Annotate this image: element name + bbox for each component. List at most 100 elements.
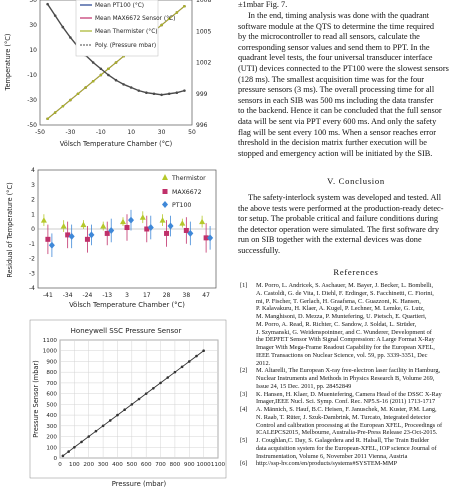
references-heading: References xyxy=(333,267,379,277)
fig1-ytick-label: 50 xyxy=(29,0,37,4)
fig1-y2tick-label: 1008 xyxy=(196,0,211,4)
para1-line: sensors in each SIB was 500 ms including… xyxy=(238,95,434,105)
reference-line: J. Szymanski, G. Weidenspointner, and C.… xyxy=(240,329,474,337)
fig1-ytick-label: 10 xyxy=(29,47,37,54)
fig1-xtick-label: -50 xyxy=(35,129,45,136)
reference-line: P. Kalavakuru, H. Klaer, A. Kugel, P. Le… xyxy=(240,305,474,313)
reference-line: mi, P. Fischer, T. Gerlach, H. Graafsma,… xyxy=(240,298,474,306)
fig1-xtick-label: 30 xyxy=(158,129,166,136)
fig3-xtick-label: 1000 xyxy=(197,462,212,468)
reference-line: Issue 24, 15 Dec. 2011, pp. 28452849 xyxy=(240,383,474,391)
fig3-data-point xyxy=(187,360,191,363)
para1-line: data will be sent via PPT every 600 ms. … xyxy=(238,116,437,126)
legend-pt100: Mean PT100 (°C) xyxy=(95,3,144,9)
fig2-thermistor-point xyxy=(80,221,87,228)
reference-line: [2] M. Altarelli, The European X-ray free… xyxy=(240,367,474,375)
legend-pressure: Poly. (Pressure mbar) xyxy=(95,43,156,49)
reference-text: J. Coughlan,C. Day, S. Galagedera and R.… xyxy=(256,437,430,444)
fig1-y2tick-label: 999 xyxy=(196,91,208,98)
fig1-data-point xyxy=(175,91,179,95)
fig2-xtick-label: -24 xyxy=(83,292,93,299)
fig2-thermistor-point xyxy=(40,217,47,223)
fig3-data-point xyxy=(108,419,112,422)
fig2-pt100-point xyxy=(147,224,154,232)
fig1-y2tick-label: 1005 xyxy=(196,28,211,35)
fig3-ytick-label: 500 xyxy=(46,402,57,408)
reference-line: 2012. xyxy=(240,360,474,368)
fig1-data-point xyxy=(167,17,171,21)
reference-text: Imager With Mega-Frame Readout Capabilit… xyxy=(256,344,435,351)
fig3-xlabel: Pressure (mbar) xyxy=(112,480,167,488)
reference-line: Instrumentation, Volume 6, November 2011… xyxy=(240,453,474,461)
fig2-pt100-point xyxy=(167,222,174,230)
fig3-title: Honeywell SSC Pressure Sensor xyxy=(71,327,182,335)
fig3-data-point xyxy=(101,424,105,428)
fig3-xtick-label: 700 xyxy=(155,462,166,468)
fig1-data-point xyxy=(61,25,65,29)
reference-text: Nuclear Instruments and Methods in Physi… xyxy=(256,375,435,382)
fig1-xtick-label: -10 xyxy=(96,129,106,136)
fig1-data-point xyxy=(69,98,72,102)
fig3-data-point xyxy=(144,392,148,395)
fig2-thermistor-point xyxy=(60,223,67,229)
para1-line: to the backend. Hence it can be conclude… xyxy=(238,106,442,116)
para2-line: The safety-interlock system was develope… xyxy=(248,193,442,202)
para1-line: (UTI) devices connected to the PT100 wer… xyxy=(238,63,449,73)
legend-square-marker xyxy=(162,189,168,194)
fig1-data-point xyxy=(61,104,65,108)
fig2-ytick-label: -3 xyxy=(29,270,35,277)
fig1-data-point xyxy=(160,93,163,97)
para1-line: quadrant level tests, the four universal… xyxy=(238,53,433,63)
fig2-xlabel: Völsch Temperature Chamber (°C) xyxy=(69,301,185,309)
para1-line: In the end, timing analysis was done wit… xyxy=(248,11,430,20)
fig3-data-point xyxy=(67,450,70,453)
fig3-ytick-label: 200 xyxy=(46,435,57,441)
fig2-max6672-point xyxy=(65,232,71,238)
fig3-data-point xyxy=(202,349,205,353)
fig3-ytick-label: 1000 xyxy=(43,349,58,355)
fig3-ytick-label: 700 xyxy=(46,381,57,387)
fig3-data-point xyxy=(61,454,65,458)
reference-text[interactable]: http://ssp-hv.com/en/products/systems#SY… xyxy=(256,460,398,468)
fig2-ytick-label: -2 xyxy=(29,256,35,263)
temperature-chart: -50 -30 -10 10 30 50-50-30-101030509969991002… xyxy=(4,0,211,148)
reference-text: Control and calibration processing at th… xyxy=(256,421,443,429)
fig1-data-point xyxy=(99,67,103,71)
fig2-thermistor-point xyxy=(120,218,126,225)
para2-line: tor setup. The probable critical and fai… xyxy=(238,214,439,224)
conclusion-heading: V. Conclusion xyxy=(327,176,385,186)
fig2-thermistor-point xyxy=(199,218,206,225)
fig2-xtick-label: 28 xyxy=(163,292,171,299)
fig1-xlabel: Völsch Temperature Chamber (°C) xyxy=(60,140,172,148)
references-list: [1] M. Porro, L. Andricek, S. Aschauer, M… xyxy=(240,282,474,468)
fig3-ylabel: Pressure Sensor (mbar) xyxy=(32,360,40,437)
fig3-data-point xyxy=(80,440,83,444)
fig2-pt100-point xyxy=(187,229,194,237)
fig3-ytick-label: 900 xyxy=(46,359,57,365)
fig2-pt100-point xyxy=(68,232,75,240)
fig3-xtick-label: 0 xyxy=(58,462,62,468)
fig1-data-point xyxy=(53,14,57,17)
fig2-max6672-point xyxy=(183,227,189,233)
fig2-thermistor-point xyxy=(179,220,186,226)
fig2-max6672-point xyxy=(203,235,209,241)
reference-line: Imager,IEEE Nucl. Sci. Symp. Conf. Rec. … xyxy=(240,398,474,406)
para1-line: threshold in the decision matrix further… xyxy=(238,138,427,148)
fig1-data-point xyxy=(107,67,110,71)
reference-text: N. Raab, T. Rüter, J. Szuk-Dambrink, M. … xyxy=(256,413,431,421)
fig1-ylabel: Temperature (°C) xyxy=(4,34,12,92)
legend-max6672: MAX6672 xyxy=(172,189,202,196)
fig3-data-point xyxy=(137,397,141,401)
fig3-data-point xyxy=(73,445,76,449)
fig2-xtick-label: 38 xyxy=(183,292,191,299)
reference-line: ICALEPCS2015, Melbourne, Australia-Pre-P… xyxy=(240,429,474,437)
reference-line: IEEE Transactions on Nuclear Science, vo… xyxy=(240,352,474,360)
fig3-xtick-label: 400 xyxy=(112,462,123,468)
fig3-data-point xyxy=(94,429,98,433)
fig2-max6672-point xyxy=(84,236,90,242)
para1-line: pressure sensors (3 ms). The overall pro… xyxy=(238,85,435,95)
reference-line: data acquisition system for the European… xyxy=(240,445,474,453)
reference-text: IEEE Transactions on Nuclear Science, vo… xyxy=(256,351,428,359)
reference-text: M. Altarelli, The European X-ray free-el… xyxy=(256,367,441,375)
fig1-data-point xyxy=(129,86,133,89)
